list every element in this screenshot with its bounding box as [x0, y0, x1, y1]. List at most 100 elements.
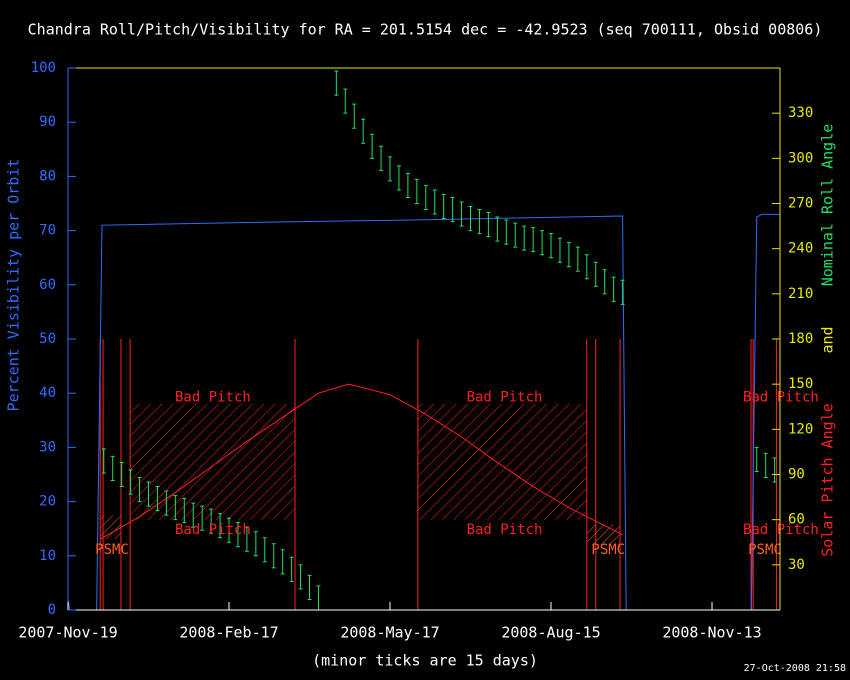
chart-title: Chandra Roll/Pitch/Visibility for RA = 2… [28, 21, 823, 39]
error-bar [155, 486, 160, 512]
data-line [99, 383, 623, 540]
y-tick-label: 100 [31, 60, 56, 76]
y-tick-label: 80 [39, 168, 56, 184]
error-bar [200, 505, 205, 531]
error-bar [289, 556, 294, 582]
error-bar [352, 103, 357, 129]
error-bar [566, 242, 571, 268]
hatched-region [100, 515, 121, 540]
error-bar [405, 172, 410, 198]
error-bar [531, 227, 536, 253]
y2-tick-label: 120 [788, 421, 813, 437]
error-bar [486, 212, 491, 238]
error-bar [549, 233, 554, 259]
annotation: Bad Pitch [467, 522, 543, 538]
error-bar [146, 481, 151, 507]
error-bar [244, 526, 249, 552]
error-bar [280, 549, 285, 575]
y-tick-label: 60 [39, 277, 56, 293]
y2-tick-label: 210 [788, 286, 813, 302]
y-tick-label: 0 [48, 602, 56, 618]
error-bar [513, 222, 518, 248]
error-bar [459, 201, 464, 227]
y2-tick-label: 330 [788, 105, 813, 121]
y2-axis-label: Solar Pitch Angle [819, 403, 837, 557]
x-tick-label: 2007-Nov-19 [18, 624, 117, 642]
error-bar [611, 276, 616, 302]
error-bar [468, 206, 473, 232]
error-bar [450, 196, 455, 223]
error-bar [432, 189, 437, 215]
annotation: Bad Pitch [743, 522, 819, 538]
error-bar [209, 508, 214, 534]
annotation: PSMC [748, 542, 782, 558]
y2-tick-label: 90 [788, 467, 805, 483]
footer: 27-Oct-2008 21:58 [744, 663, 846, 674]
x-tick-label: 2008-Nov-13 [662, 624, 761, 642]
error-bar [164, 490, 169, 516]
error-bar [173, 495, 178, 521]
error-bar [495, 216, 500, 242]
y-tick-label: 70 [39, 223, 56, 239]
error-bar [110, 455, 115, 482]
y-tick-label: 30 [39, 439, 56, 455]
error-bar [754, 446, 759, 472]
annotation: Bad Pitch [743, 390, 819, 406]
error-bar [593, 261, 598, 287]
x-tick-label: 2008-Feb-17 [179, 624, 278, 642]
error-bar [191, 502, 196, 528]
y2-tick-label: 60 [788, 512, 805, 528]
error-bar [137, 477, 142, 503]
annotation: PSMC [95, 542, 129, 558]
error-bar [423, 184, 428, 211]
y2-tick-label: 180 [788, 331, 813, 347]
x-axis-label: (minor ticks are 15 days) [312, 652, 538, 670]
error-bar [271, 543, 276, 569]
annotation: PSMC [591, 542, 625, 558]
error-bar [227, 517, 232, 543]
error-bar [477, 209, 482, 235]
error-bar [128, 469, 133, 495]
error-bar [504, 219, 509, 245]
y-tick-label: 20 [39, 494, 56, 510]
error-bar [584, 254, 589, 280]
hatched-region [417, 403, 587, 520]
y-tick-label: 10 [39, 548, 56, 564]
error-bar [388, 156, 393, 182]
error-bar [522, 225, 527, 251]
error-bar [316, 585, 321, 611]
error-bar [182, 498, 187, 524]
error-bar [540, 230, 545, 256]
x-tick-label: 2008-May-17 [340, 624, 439, 642]
error-bar [253, 531, 258, 557]
error-bar [119, 461, 124, 488]
y2-tick-label: 150 [788, 376, 813, 392]
y2-axis-label: Nominal Roll Angle [819, 124, 837, 287]
error-bar [101, 448, 106, 474]
y2-tick-label: 240 [788, 241, 813, 257]
error-bar [235, 522, 240, 548]
y2-tick-label: 30 [788, 557, 805, 573]
error-bar [414, 178, 419, 204]
error-bar [602, 269, 607, 295]
error-bar [557, 237, 562, 263]
error-bar [396, 165, 401, 191]
y-axis-label: Percent Visibility per Orbit [5, 159, 23, 412]
annotation: Bad Pitch [175, 522, 251, 538]
error-bar [370, 133, 375, 159]
y2-tick-label: 300 [788, 150, 813, 166]
annotation: Bad Pitch [467, 390, 543, 406]
error-bar [575, 246, 580, 272]
error-bar [307, 574, 312, 600]
error-bar [379, 145, 384, 171]
error-bar [763, 452, 768, 479]
error-bar [218, 513, 223, 539]
y2-axis-label: and [819, 326, 837, 353]
y2-tick-label: 270 [788, 196, 813, 212]
error-bar [620, 279, 625, 305]
error-bar [298, 564, 303, 590]
annotation: Bad Pitch [175, 390, 251, 406]
hatched-region [130, 403, 296, 520]
